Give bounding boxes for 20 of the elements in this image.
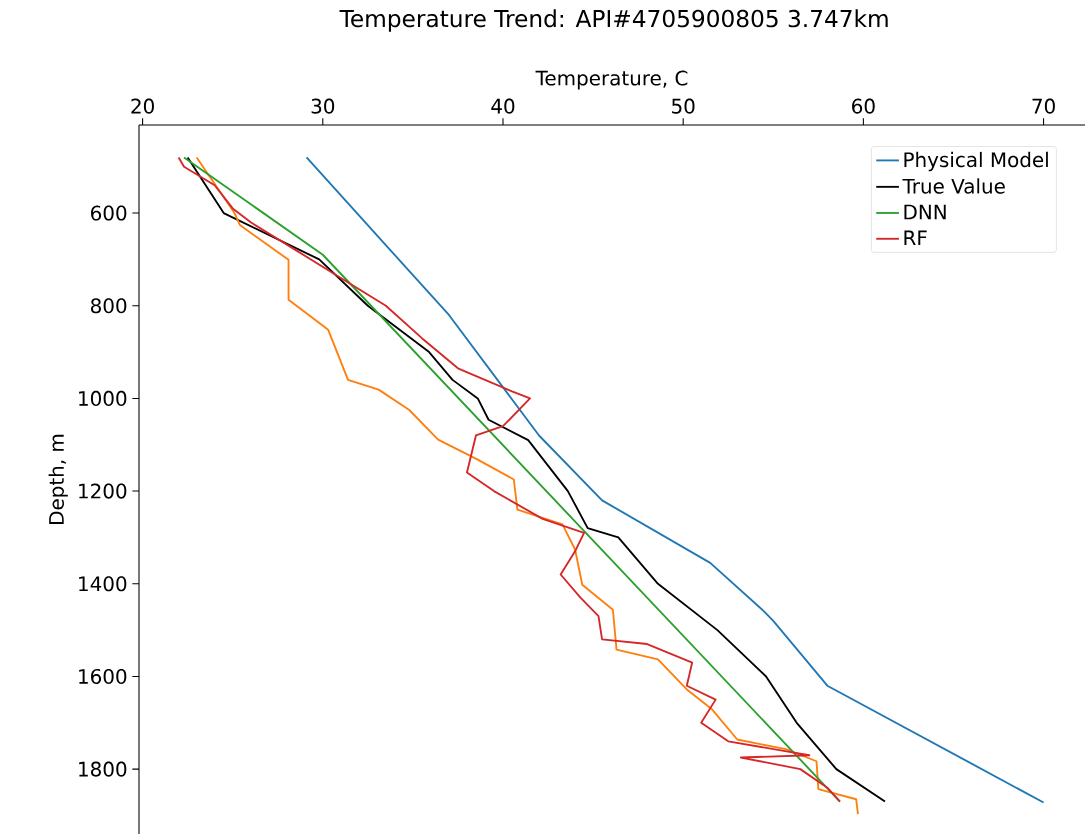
legend-label: Physical Model — [904, 151, 1048, 172]
y-tick-label: 800 — [90, 298, 127, 314]
x-tick-label: 70 — [1032, 98, 1055, 114]
x-axis-title: Temperature, C — [535, 70, 688, 90]
y-tick-label: 1400 — [79, 576, 127, 592]
x-tick-label: 40 — [491, 98, 515, 114]
legend-label: RF — [904, 230, 927, 246]
y-tick-label: 600 — [91, 205, 127, 221]
legend-label: DNN — [904, 204, 946, 220]
y-tick-label: 1200 — [79, 483, 127, 499]
x-tick-label: 60 — [852, 98, 875, 114]
x-tick-label: 30 — [311, 98, 335, 114]
y-axis-title: Depth, m — [48, 434, 68, 524]
x-tick-label: 20 — [131, 98, 154, 114]
x-tick-label: 50 — [672, 98, 695, 114]
y-tick-label: 1600 — [79, 668, 127, 684]
chart-title: Temperature Trend: API#4705900805 3.747km — [339, 9, 888, 32]
y-tick-label: 1000 — [79, 390, 127, 406]
y-tick-label: 1800 — [79, 761, 127, 777]
legend-label: True Value — [902, 178, 1005, 194]
